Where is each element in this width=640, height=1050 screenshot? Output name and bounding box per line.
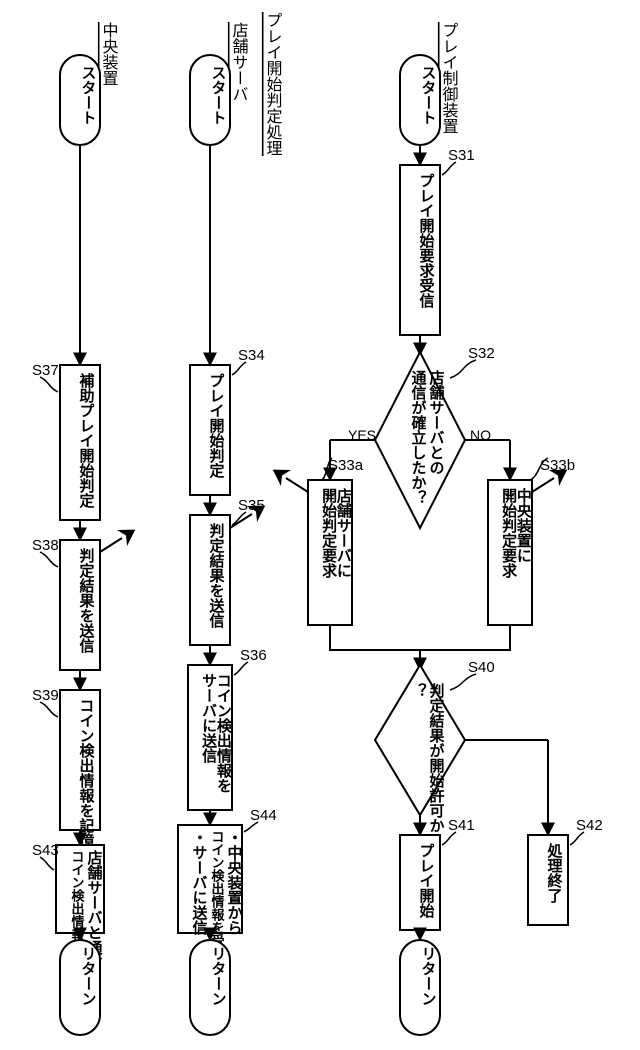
s37-lab: S37 <box>32 362 59 379</box>
s36-box-t0: コイン検出情報を <box>215 673 232 793</box>
flowchart-canvas: プレイ開始判定処理中央装置店舗サーバプレイ制御装置スタートプレイ開始要求受信S3… <box>0 0 640 1050</box>
s34-box-t0: プレイ開始判定 <box>208 373 225 479</box>
s38-tie <box>40 552 58 567</box>
s38-out <box>100 538 122 552</box>
title-play: プレイ制御装置 <box>440 22 459 134</box>
s41-lab: S41 <box>448 817 475 834</box>
s44-lab: S44 <box>250 807 277 824</box>
s43-lab: S43 <box>32 842 59 859</box>
s33a-box-t0: 店舗サーバに <box>335 487 353 578</box>
s33a-lab: S33a <box>328 457 364 474</box>
s38-box-t0: 判定結果を送信 <box>78 547 96 654</box>
s31-box-t0: プレイ開始要求受信 <box>418 173 435 309</box>
s34-lab: S34 <box>238 347 265 364</box>
s36-box-t1: サーバに送信 <box>200 673 218 764</box>
e-merge <box>330 625 510 650</box>
s40-lab: S40 <box>468 659 495 676</box>
s40-t1: ？ <box>410 682 427 698</box>
s40-t0: 判定結果が開始許可か <box>428 682 446 833</box>
s33b-out <box>532 478 554 492</box>
return-lab-2: リターン <box>420 946 437 1006</box>
title-store: 店舗サーバ <box>230 22 249 102</box>
s32-tie <box>450 360 476 378</box>
return-lab-1: リターン <box>210 946 227 1006</box>
s33a-out <box>286 478 308 492</box>
s33b-box-t1: 開始判定要求 <box>500 488 517 579</box>
s33b-box-t0: 中央装置に <box>515 487 533 563</box>
s32-lab: S32 <box>468 345 495 362</box>
main-title: プレイ開始判定処理 <box>264 12 283 156</box>
s39-lab: S39 <box>32 687 59 704</box>
s32-t0: 店舗サーバとの <box>428 369 446 475</box>
title-central: 中央装置 <box>100 22 119 86</box>
s39-box-t0: コイン検出情報を記憶 <box>78 698 95 849</box>
central-start-label: スタート <box>80 65 97 125</box>
s32-t1: 通信が確立したか？ <box>410 370 428 505</box>
s37-box-t0: 補助プレイ開始判定 <box>78 372 96 509</box>
s44-t1: ・中央装置から <box>226 830 244 935</box>
return-lab-0: リターン <box>80 946 97 1006</box>
s42-lab: S42 <box>576 817 603 834</box>
s42-box-t0: 処理終了 <box>546 842 564 904</box>
s44-t3: ・サーバに送信 <box>191 830 209 936</box>
play-start-label: スタート <box>420 65 437 125</box>
s41-box-t0: プレイ開始 <box>418 843 435 919</box>
s38-lab: S38 <box>32 537 59 554</box>
s36-lab: S36 <box>240 647 267 664</box>
s31-lab: S31 <box>448 147 475 164</box>
s33a-box-t1: 開始判定要求 <box>320 488 337 579</box>
store-start-label: スタート <box>210 65 227 125</box>
s37-tie <box>40 377 58 392</box>
s35-lab: S35 <box>238 497 265 514</box>
s40-tie <box>450 674 476 690</box>
s35-box-t0: 判定結果を送信 <box>208 522 226 629</box>
s39-tie <box>40 702 58 717</box>
